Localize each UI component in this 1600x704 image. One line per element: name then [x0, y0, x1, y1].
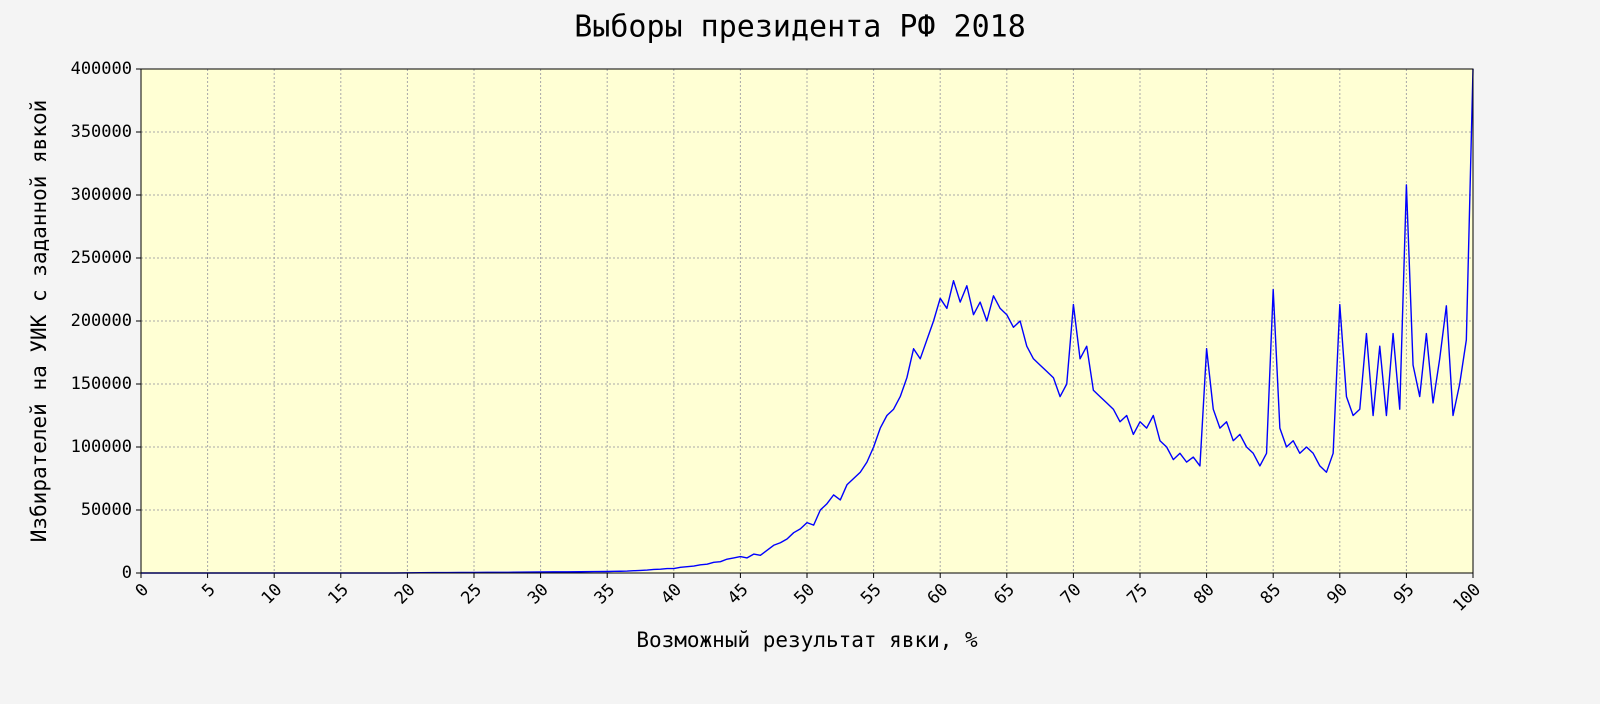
- x-axis-label: Возможный результат явки, %: [636, 628, 978, 652]
- chart-title: Выборы президента РФ 2018: [574, 10, 1026, 45]
- y-tick-label: 200000: [71, 311, 132, 331]
- y-tick-label: 150000: [71, 374, 132, 394]
- y-tick-label: 250000: [71, 248, 132, 268]
- y-tick-label: 400000: [71, 59, 132, 79]
- y-tick-label: 50000: [81, 500, 132, 520]
- y-axis-label: Избирателей на УИК с заданной явкой: [27, 100, 51, 543]
- data-line: [141, 68, 1474, 574]
- y-tick-label: 300000: [71, 185, 132, 205]
- y-tick-label: 0: [122, 563, 132, 583]
- y-tick-label: 350000: [71, 122, 132, 142]
- plot-frame: [140, 68, 1474, 574]
- y-tick-label: 100000: [71, 437, 132, 457]
